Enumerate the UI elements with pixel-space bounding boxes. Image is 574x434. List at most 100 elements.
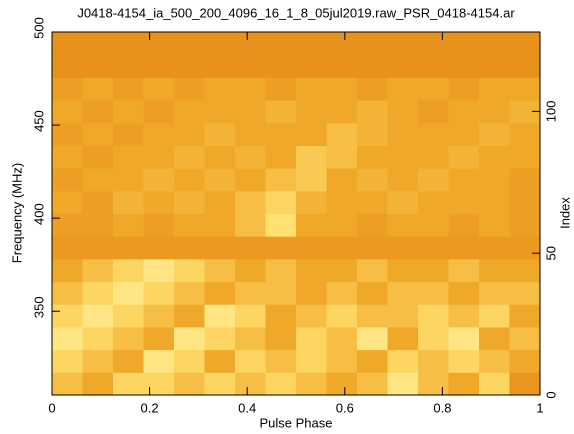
- heatmap-cell: [509, 236, 541, 260]
- heatmap-cell: [82, 168, 114, 192]
- heatmap-cell: [143, 258, 175, 283]
- heatmap-cell: [296, 168, 327, 192]
- heatmap-cell: [357, 258, 388, 283]
- heatmap-cell: [509, 213, 541, 237]
- heatmap-cell: [143, 326, 175, 351]
- heatmap-cell: [387, 145, 419, 169]
- heatmap-cell: [52, 32, 83, 56]
- heatmap-cell: [174, 281, 205, 305]
- heatmap-cell: [143, 145, 175, 169]
- heatmap-cell: [52, 100, 83, 124]
- heatmap-cell: [82, 236, 114, 260]
- heatmap-cell: [357, 100, 388, 124]
- heatmap-cell: [82, 54, 114, 78]
- heatmap-cell: [265, 122, 297, 146]
- heatmap-cell: [296, 77, 327, 101]
- heatmap-cell: [448, 54, 480, 78]
- heatmap-cell: [82, 100, 114, 124]
- heatmap-cell: [143, 54, 175, 78]
- heatmap-cell: [143, 122, 175, 146]
- heatmap-cell: [448, 326, 480, 351]
- heatmap-cell: [357, 349, 388, 373]
- heatmap-cell: [52, 190, 83, 214]
- heatmap-cell: [265, 77, 297, 101]
- heatmap-cell: [418, 190, 449, 214]
- heatmap-cell: [174, 349, 205, 373]
- heatmap-cell: [296, 236, 327, 260]
- y2-tick-label: 50: [543, 246, 558, 260]
- heatmap-cell: [387, 372, 419, 396]
- y-tick-label: 350: [31, 296, 46, 318]
- heatmap-cell: [296, 304, 327, 328]
- heatmap-cell: [113, 77, 144, 101]
- heatmap-cell: [52, 54, 83, 78]
- heatmap-cell: [296, 349, 327, 373]
- heatmap-cell: [479, 326, 510, 351]
- heatmap-cell: [296, 32, 327, 56]
- x-tick-label: 0.6: [336, 400, 354, 415]
- heatmap-cell: [265, 326, 297, 351]
- heatmap-cell: [113, 326, 144, 351]
- heatmap-cell: [387, 281, 419, 305]
- heatmap-cell: [174, 304, 205, 328]
- heatmap-cell: [326, 145, 358, 169]
- heatmap-cell: [52, 168, 83, 192]
- heatmap-cell: [113, 372, 144, 396]
- heatmap-cell: [326, 281, 358, 305]
- heatmap-cell: [113, 122, 144, 146]
- heatmap-cell: [387, 168, 419, 192]
- heatmap-cell: [52, 304, 83, 328]
- heatmap-cell: [479, 236, 510, 260]
- heatmap-cell: [235, 122, 266, 146]
- heatmap-cell: [174, 168, 205, 192]
- heatmap-cell: [357, 326, 388, 351]
- heatmap-cell: [509, 77, 541, 101]
- heatmap-cell: [509, 100, 541, 124]
- heatmap-cell: [387, 304, 419, 328]
- heatmap-cell: [235, 77, 266, 101]
- heatmap-cell: [204, 122, 236, 146]
- heatmap-cell: [326, 122, 358, 146]
- heatmap-cell: [357, 281, 388, 305]
- heatmap-cell: [357, 190, 388, 214]
- heatmap-cell: [479, 258, 510, 283]
- heatmap-cell: [479, 349, 510, 373]
- heatmap-cell: [387, 236, 419, 260]
- heatmap-cell: [296, 145, 327, 169]
- heatmap-cell: [113, 236, 144, 260]
- heatmap-cell: [82, 304, 114, 328]
- heatmap-cell: [387, 190, 419, 214]
- heatmap-cell: [265, 32, 297, 56]
- heatmap-cell: [509, 372, 541, 396]
- y2-tick-label: 100: [543, 101, 558, 123]
- heatmap-cell: [113, 145, 144, 169]
- heatmap-cell: [509, 190, 541, 214]
- heatmap-cell: [448, 32, 480, 56]
- heatmap-cell: [174, 258, 205, 283]
- heatmap-cell: [387, 77, 419, 101]
- heatmap-cell: [143, 236, 175, 260]
- heatmap-cell: [235, 281, 266, 305]
- heatmap-cell: [326, 77, 358, 101]
- heatmap-cell: [52, 372, 83, 396]
- heatmap-cell: [418, 54, 449, 78]
- heatmap-cell: [113, 190, 144, 214]
- heatmap-cell: [204, 32, 236, 56]
- heatmap-cell: [418, 145, 449, 169]
- heatmap-cell: [296, 100, 327, 124]
- heatmap-cell: [357, 145, 388, 169]
- heatmap-cell: [387, 100, 419, 124]
- heatmap-cell: [265, 145, 297, 169]
- heatmap-cell: [265, 372, 297, 396]
- heatmap-cell: [387, 213, 419, 237]
- heatmap-cell: [418, 32, 449, 56]
- heatmap-cell: [326, 258, 358, 283]
- heatmap-cell: [235, 213, 266, 237]
- heatmap-cell: [143, 32, 175, 56]
- heatmap-cell: [113, 168, 144, 192]
- y-tick-label: 500: [31, 17, 46, 39]
- heatmap-cell: [113, 258, 144, 283]
- heatmap-cell: [296, 190, 327, 214]
- heatmap-cell: [143, 349, 175, 373]
